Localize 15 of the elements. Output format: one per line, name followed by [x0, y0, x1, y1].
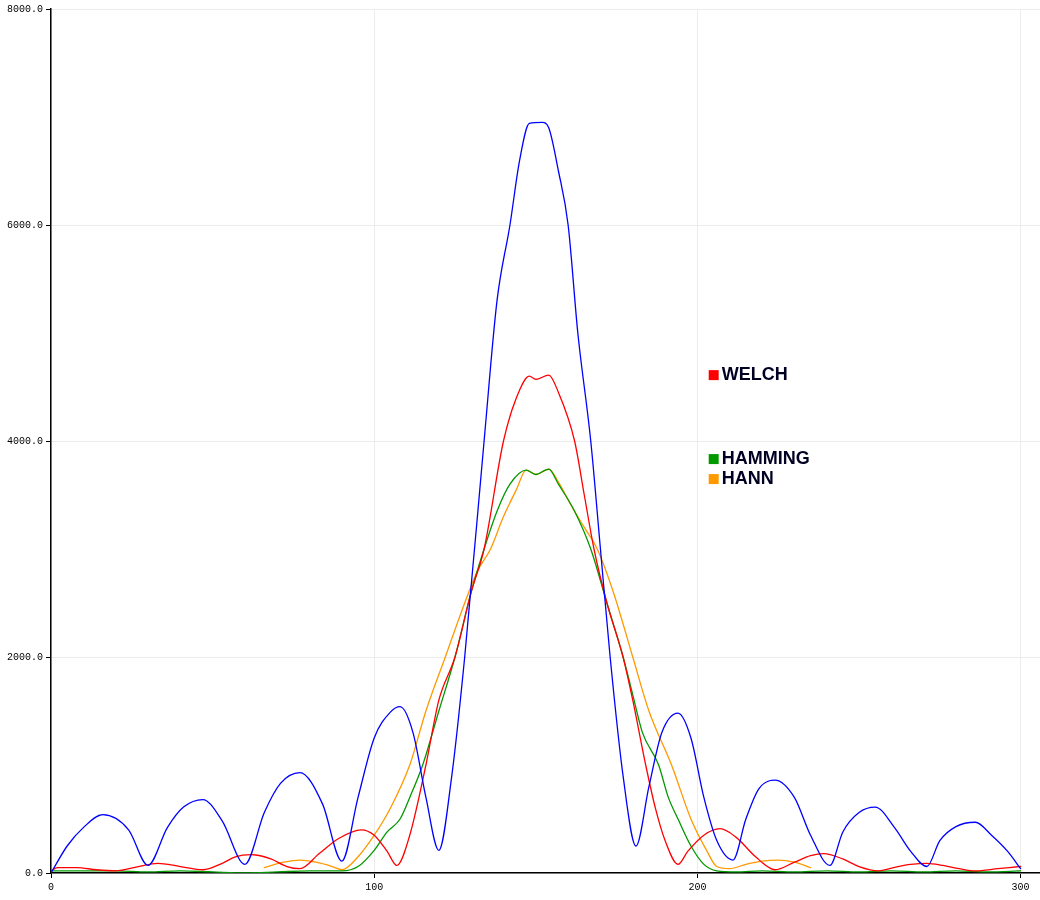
x-tick-label: 100 — [365, 881, 384, 893]
line-series — [51, 121, 1022, 873]
y-tick-label: 0.0 — [24, 867, 44, 879]
line-series — [263, 468, 812, 871]
legend-label: HANN — [721, 468, 774, 489]
x-tick-label: 0 — [48, 881, 55, 893]
line-series — [51, 468, 1022, 873]
y-tick-label: 4000.0 — [6, 435, 44, 447]
x-tick-label: 200 — [688, 881, 707, 893]
y-tick-label: 8000.0 — [6, 3, 44, 15]
x-tick-label: 300 — [1011, 881, 1030, 893]
y-tick-label: 2000.0 — [6, 651, 44, 663]
legend-label: HAMMING — [721, 448, 810, 469]
legend-label: WELCH — [721, 364, 788, 385]
y-tick-label: 6000.0 — [6, 219, 44, 231]
